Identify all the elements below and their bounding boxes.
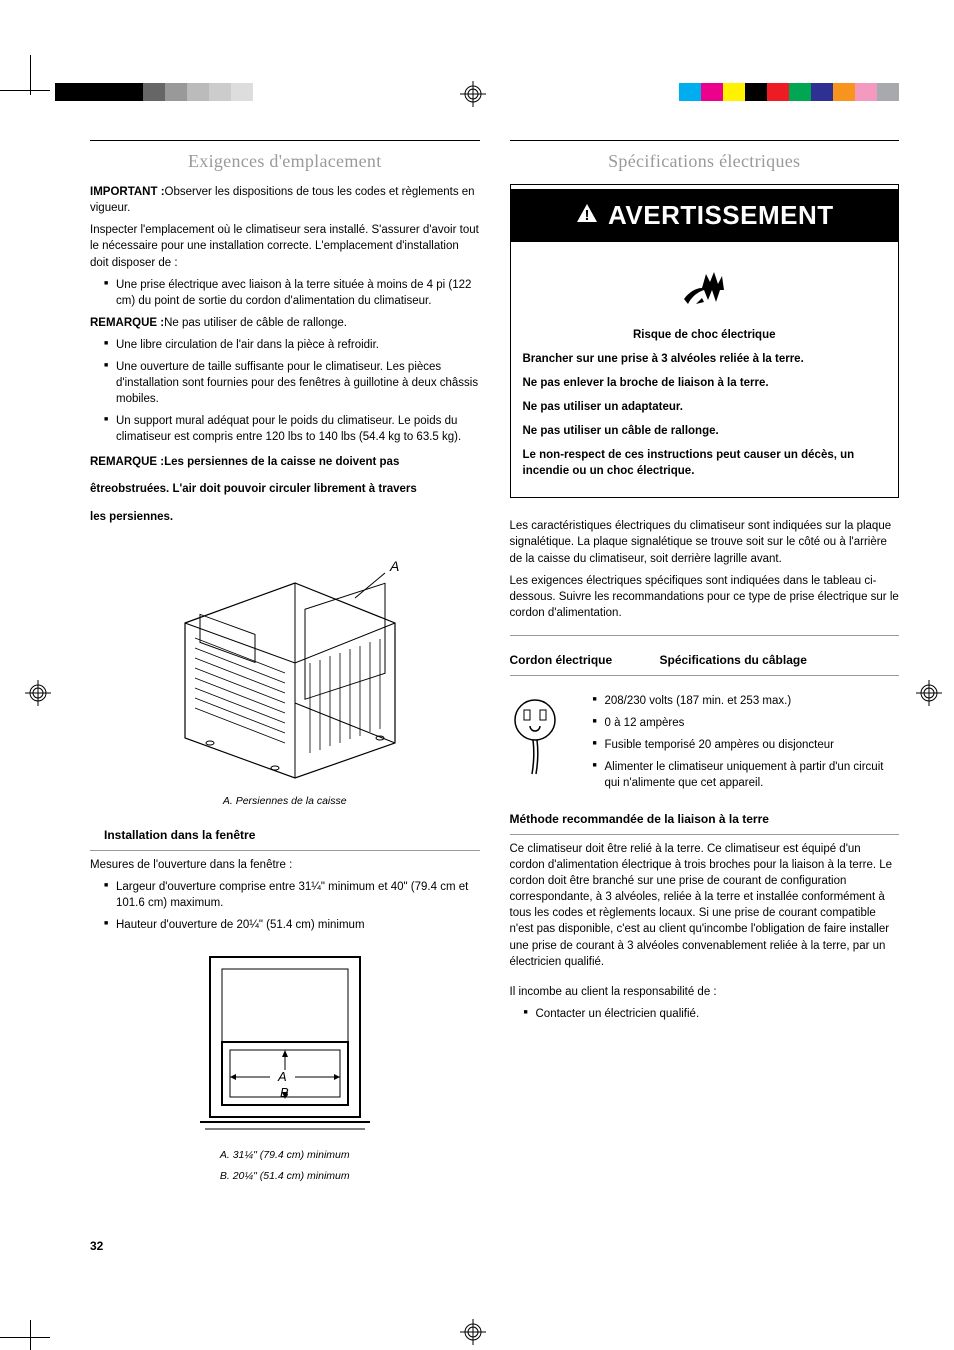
crop-mark <box>30 1320 31 1350</box>
registration-mark-icon <box>460 1319 486 1345</box>
right-column: Spécifications électriques ! AVERTISSEME… <box>510 140 900 1189</box>
paragraph: Il incombe au client la responsabilité d… <box>510 984 900 1000</box>
list-item: Une prise électrique avec liaison à la t… <box>104 277 480 309</box>
list-item: Hauteur d'ouverture de 20¼" (51.4 cm) mi… <box>104 917 480 933</box>
spec-bullet-list: 208/230 volts (187 min. et 253 max.) 0 à… <box>579 690 900 797</box>
spec-col-wiring: Spécifications du câblage <box>660 652 900 669</box>
list-item: 0 à 12 ampères <box>593 715 900 731</box>
list-item: Un support mural adéquat pour le poids d… <box>104 413 480 445</box>
paragraph: Les caractéristiques électriques du clim… <box>510 518 900 566</box>
warning-triangle-icon: ! <box>575 202 599 229</box>
paragraph: IMPORTANT :Observer les dispositions de … <box>90 184 480 216</box>
bullet-list: Largeur d'ouverture comprise entre 31¼" … <box>90 879 480 933</box>
bullet-list: Une libre circulation de l'air dans la p… <box>90 337 480 446</box>
svg-text:B: B <box>280 1085 289 1100</box>
warning-text-block: Risque de choc électrique Brancher sur u… <box>511 327 899 480</box>
grayscale-colorbar <box>55 83 253 101</box>
ac-unit-figure: A A. Persiennes de la caisse <box>90 543 480 809</box>
warning-title-bar: ! AVERTISSEMENT <box>511 189 899 241</box>
svg-text:!: ! <box>584 207 589 224</box>
section-heading-location: Exigences d'emplacement <box>90 149 480 174</box>
svg-text:A: A <box>277 1069 287 1084</box>
warning-line: Ne pas enlever la broche de liaison à la… <box>523 375 887 391</box>
paragraph: REMARQUE :Les persiennes de la caisse ne… <box>90 452 480 474</box>
warning-line: Ne pas utiliser un câble de rallonge. <box>523 423 887 439</box>
list-item: Alimenter le climatiseur uniquement à pa… <box>593 759 900 791</box>
warning-line: Brancher sur une prise à 3 alvéoles reli… <box>523 351 887 367</box>
bullet-list: Une prise électrique avec liaison à la t… <box>90 277 480 309</box>
subheading-grounding-method: Méthode recommandée de la liaison à la t… <box>510 811 900 828</box>
spec-header-row: Cordon électrique Spécifications du câbl… <box>510 646 900 676</box>
paragraph: les persiennes. <box>90 507 480 529</box>
page: Exigences d'emplacement IMPORTANT :Obser… <box>0 0 954 1350</box>
plug-icon <box>510 686 565 781</box>
crop-mark <box>0 90 50 91</box>
warning-line: Le non-respect de ces instructions peut … <box>523 447 887 479</box>
window-figure: A B A. 31¼" (79.4 cm) minimum B. 20¼" (5… <box>90 947 480 1183</box>
list-item: Contacter un électricien qualifié. <box>524 1006 900 1022</box>
spec-col-cord: Cordon électrique <box>510 652 660 669</box>
registration-mark-icon <box>25 680 51 706</box>
cmyk-colorbar <box>679 83 899 101</box>
paragraph: REMARQUE :Ne pas utiliser de câble de ra… <box>90 315 480 331</box>
electric-shock-icon <box>511 254 899 319</box>
figure-caption: A. 31¼" (79.4 cm) minimum <box>90 1148 480 1163</box>
list-item: Fusible temporisé 20 ampères ou disjonct… <box>593 737 900 753</box>
page-number: 32 <box>90 1238 103 1255</box>
left-column: Exigences d'emplacement IMPORTANT :Obser… <box>90 140 480 1189</box>
list-item: Une ouverture de taille suffisante pour … <box>104 359 480 407</box>
figure-caption: B. 20¼" (51.4 cm) minimum <box>90 1169 480 1184</box>
bullet-list: Contacter un électricien qualifié. <box>510 1006 900 1022</box>
paragraph: êtreobstruées. L'air doit pouvoir circul… <box>90 479 480 501</box>
spec-body-row: 208/230 volts (187 min. et 253 max.) 0 à… <box>510 686 900 801</box>
list-item: 208/230 volts (187 min. et 253 max.) <box>593 693 900 709</box>
warning-risk-line: Risque de choc électrique <box>523 327 887 343</box>
svg-text:A: A <box>389 558 399 574</box>
paragraph: Ce climatiseur doit être relié à la terr… <box>510 841 900 970</box>
warning-line: Ne pas utiliser un adaptateur. <box>523 399 887 415</box>
list-item: Largeur d'ouverture comprise entre 31¼" … <box>104 879 480 911</box>
registration-mark-icon <box>916 680 942 706</box>
warning-panel: ! AVERTISSEMENT Risque de choc électriqu… <box>510 184 900 498</box>
paragraph: Inspecter l'emplacement où le climatiseu… <box>90 222 480 270</box>
paragraph: Les exigences électriques spécifiques so… <box>510 573 900 621</box>
crop-mark <box>30 55 31 95</box>
list-item: Une libre circulation de l'air dans la p… <box>104 337 480 353</box>
crop-mark <box>0 1337 50 1338</box>
subheading-install-window: Installation dans la fenêtre <box>104 827 480 844</box>
figure-caption: A. Persiennes de la caisse <box>90 794 480 809</box>
paragraph: Mesures de l'ouverture dans la fenêtre : <box>90 857 480 873</box>
section-heading-electrical: Spécifications électriques <box>510 149 900 174</box>
registration-mark-icon <box>460 81 486 107</box>
